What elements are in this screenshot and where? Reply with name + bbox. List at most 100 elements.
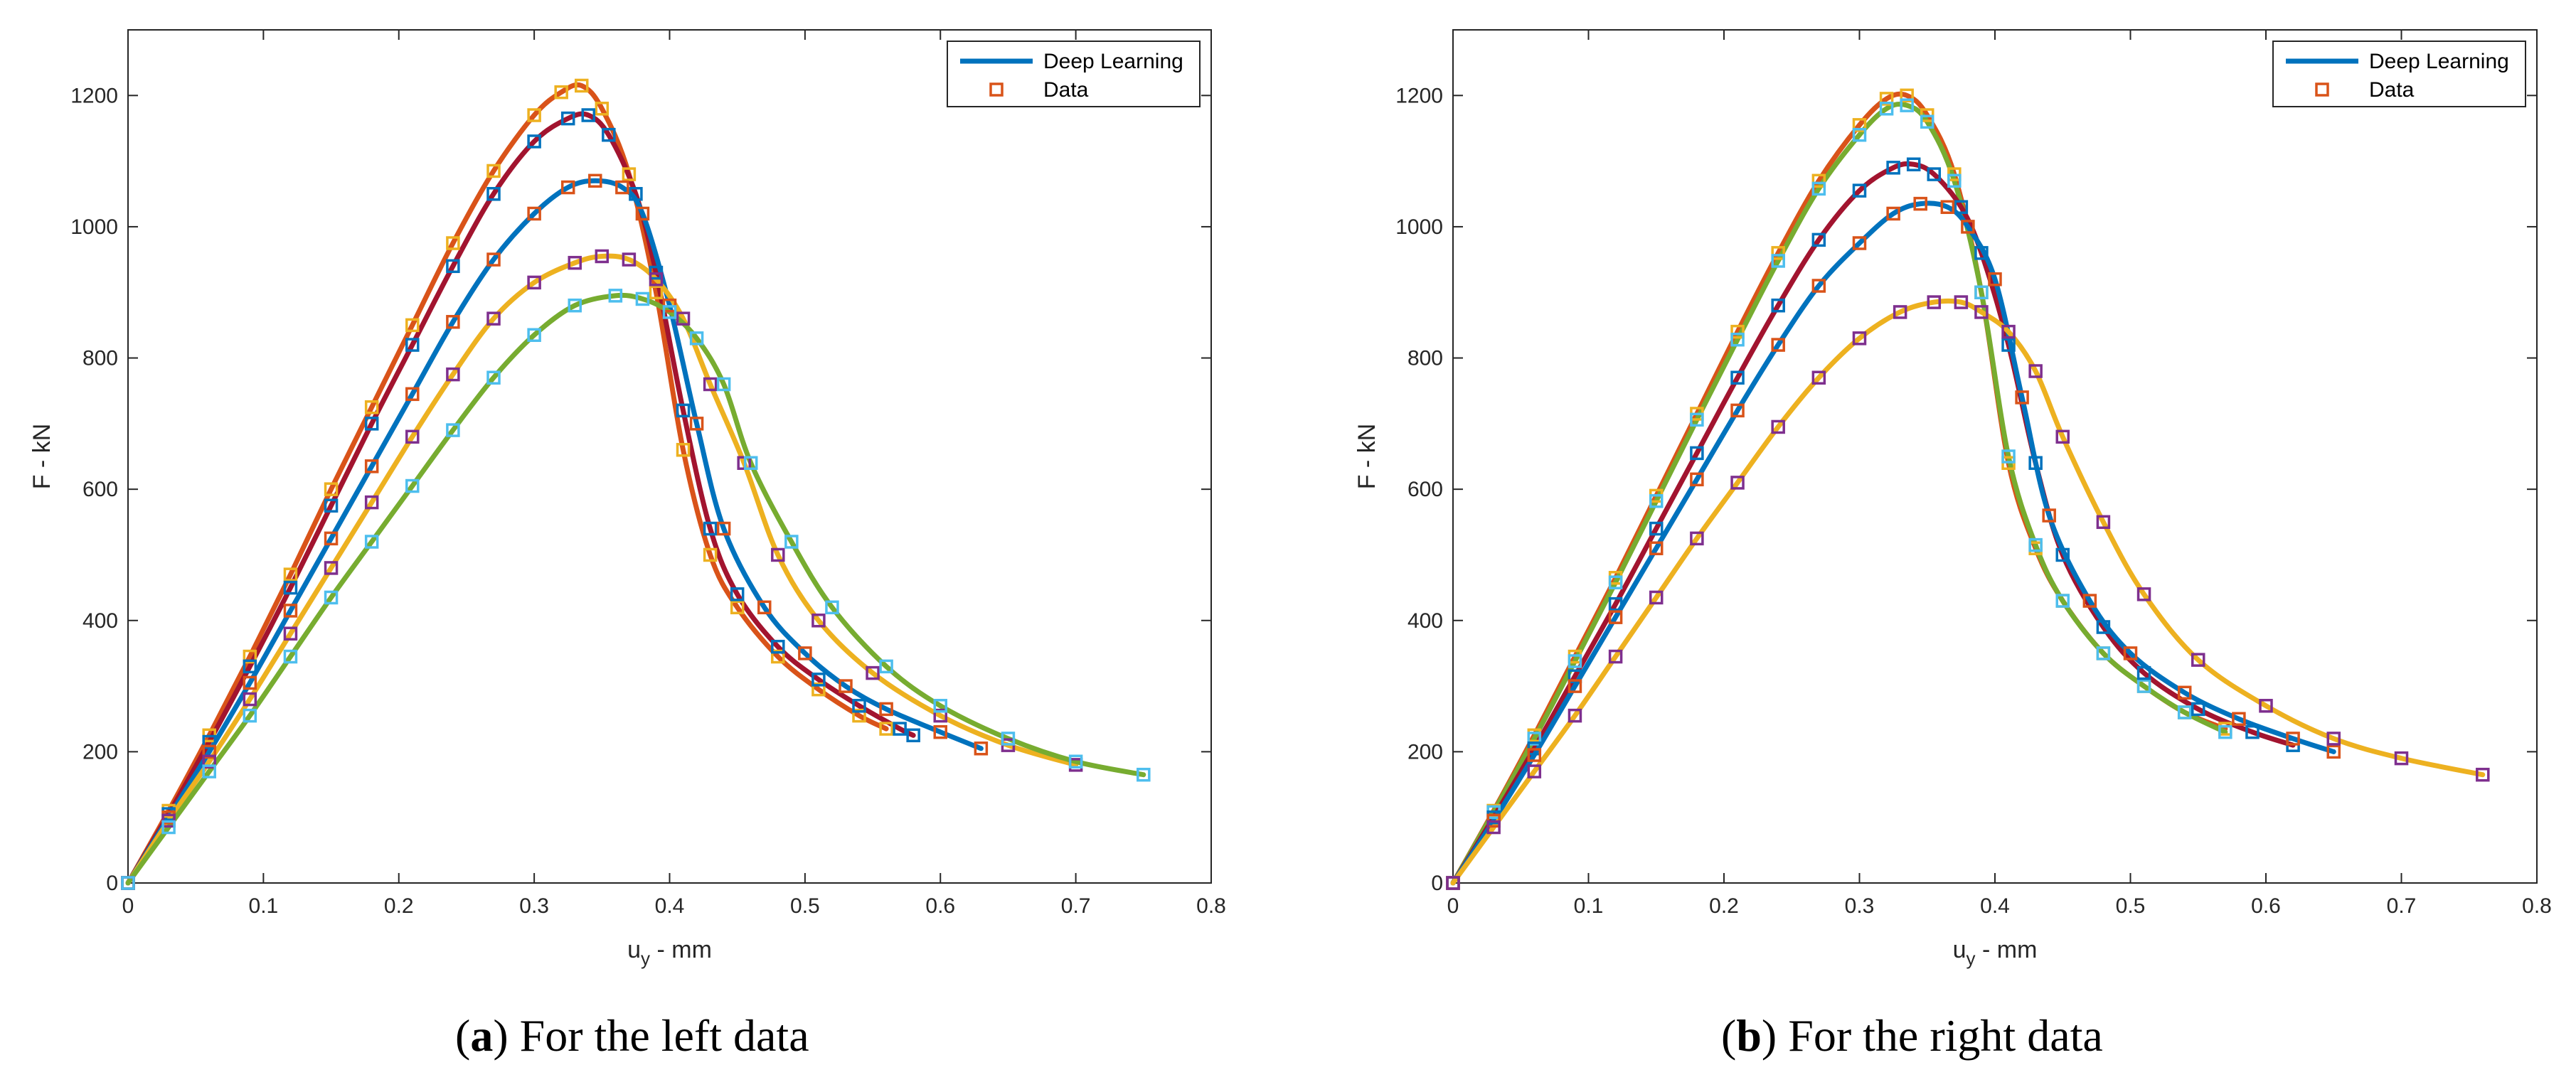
panel-b-data-point-series-4 — [1690, 472, 1704, 487]
panel-b-data-point-series-4 — [1649, 541, 1664, 555]
panel-a-y-tick-label: 1200 — [70, 84, 118, 107]
panel-a-data-point-series-5 — [743, 456, 758, 470]
panel-a-data-point-series-2 — [560, 111, 575, 126]
panel-a-y-tick-label: 800 — [83, 347, 118, 370]
panel-b-data-point-series-5 — [2001, 324, 2016, 339]
panel-a-data-point-series-1 — [283, 567, 298, 582]
panel-b-x-tick-label: 0.4 — [1980, 894, 2010, 918]
panel-b-chart: 0 0.1 0.2 0.3 0.4 0.5 0.6 0.7 0.8 0 200 400 600 800 10… — [1353, 29, 2552, 969]
panel-b-data-point-series-3 — [1690, 446, 1704, 461]
panel-b-data-point-series-5 — [1954, 295, 1969, 309]
panel-a-data-point-series-5 — [121, 876, 135, 890]
panel-a-data-point-series-1 — [446, 236, 460, 250]
panel-a-data-point-series-5 — [324, 590, 339, 605]
panel-a-data-point-series-3 — [364, 459, 379, 473]
panel-b-series-line-5 — [1450, 298, 2486, 886]
panel-a-x-tick-label: 0.7 — [1061, 894, 1091, 918]
panel-b-data-point-series-3 — [1771, 298, 1785, 313]
panel-a-data-point-series-5 — [879, 659, 893, 674]
panel-b-y-tick-label: 200 — [1407, 740, 1443, 764]
panel-a-data-point-series-4 — [649, 272, 664, 287]
panel-a-x-tick-label: 0.5 — [790, 894, 820, 918]
panel-b-data-point-series-2 — [1690, 412, 1704, 427]
panel-b-y-axis-label: F - kN — [1353, 424, 1380, 490]
panel-a-data-point-series-1 — [527, 108, 541, 122]
panel-a-data-point-series-3 — [243, 675, 257, 690]
panel-a-data-point-series-5 — [608, 289, 623, 303]
panel-a-data-point-series-5 — [1001, 732, 1016, 746]
panel-b-x-tick-label: 0.1 — [1574, 894, 1604, 918]
panel-b-data-point-series-3 — [1811, 232, 1826, 247]
panel-a-caption: (a) For the left data — [455, 1010, 809, 1061]
panel-b-data-point-series-5 — [2136, 587, 2151, 601]
panel-b-data-point-series-3 — [1927, 167, 1942, 181]
panel-b-data-point-series-4 — [2232, 712, 2246, 726]
panel-a-data-point-series-4 — [933, 708, 947, 723]
panel-a-data-point-series-1 — [324, 482, 339, 496]
panel-a-data-point-series-1 — [771, 649, 785, 664]
panel-b-data-point-series-5 — [1568, 708, 1582, 723]
panel-b-data-point-series-4 — [1852, 236, 1867, 250]
panel-a-y-tick-label: 1000 — [70, 215, 118, 239]
panel-a-data-point-series-3 — [405, 387, 420, 402]
panel-b-data-point-series-3 — [1568, 669, 1582, 683]
panel-b-data-point-series-5 — [2326, 732, 2341, 746]
panel-b-data-point-series-4 — [2042, 508, 2056, 523]
panel-b-data-point-series-3 — [2055, 547, 2070, 562]
panel-b-data-point-series-5 — [2259, 699, 2273, 713]
panel-a-data-point-series-3 — [446, 315, 460, 329]
panel-a-y-tick-label: 200 — [83, 740, 118, 764]
panel-a-data-point-series-5 — [933, 699, 947, 713]
panel-b-data-point-series-5 — [1974, 305, 1989, 319]
panel-b-label: b — [1736, 1010, 1762, 1061]
panel-a-data-point-series-3 — [689, 417, 704, 431]
panel-a-data-point-series-5 — [405, 478, 420, 493]
panel-a-data-point-series-2 — [527, 134, 541, 149]
panel-b-data-point-series-4 — [1988, 272, 2002, 287]
panel-b-data-point-series-3 — [2191, 702, 2205, 717]
panel-b-series-line-2 — [1450, 101, 2228, 886]
panel-a-data-point-series-5 — [662, 305, 677, 319]
panel-a-data-point-series-1 — [554, 85, 568, 100]
panel-a-data-point-series-5 — [283, 649, 298, 664]
panel-a-data-point-series-5 — [825, 600, 839, 615]
panel-a-data-point-series-3 — [757, 600, 772, 615]
panel-b-data-point-series-3 — [1852, 183, 1867, 198]
panel-a-data-point-series-3 — [839, 679, 853, 693]
panel-a-data-point-series-4 — [324, 561, 339, 575]
panel-b-data-point-series-1 — [1900, 88, 1914, 103]
panel-b-y-tick-label: 0 — [1431, 872, 1443, 895]
panel-b-data-point-series-5 — [1730, 476, 1745, 490]
panel-a-data-point-series-2 — [602, 127, 616, 142]
panel-a-x-tick-label: 0.8 — [1196, 894, 1226, 918]
panel-a-data-point-series-2 — [283, 580, 298, 595]
panel-a-data-point-series-5 — [1068, 754, 1083, 769]
panel-b-data-point-series-5 — [1852, 331, 1867, 346]
panel-a-data-point-series-4 — [527, 275, 541, 290]
panel-b-data-point-series-2 — [1974, 285, 1989, 299]
panel-b-data-point-series-4 — [2123, 646, 2138, 660]
panel-a-data-point-series-2 — [771, 639, 785, 654]
panel-b-data-point-series-3 — [1954, 200, 1969, 214]
panel-a-legend-entry-deep-learning: Deep Learning — [1043, 50, 1183, 73]
panel-a-legend-box — [947, 41, 1201, 107]
panel-b-data-point-series-4 — [2177, 685, 2192, 700]
panel-b-data-point-series-2 — [1900, 98, 1914, 112]
panel-a-x-tick-label: 0.3 — [519, 894, 549, 918]
panel-a-data-point-series-3 — [798, 646, 812, 660]
panel-b-data-point-series-5 — [1527, 764, 1542, 778]
panel-a-data-point-series-3 — [486, 252, 501, 267]
panel-b-data-point-series-2 — [1852, 127, 1867, 142]
panel-a-data-point-series-4 — [243, 692, 257, 707]
panel-a-data-point-series-3 — [716, 521, 731, 536]
panel-b-data-point-series-1 — [1730, 324, 1745, 339]
panel-a-data-point-series-3 — [615, 180, 629, 195]
panel-b-data-point-series-2 — [1730, 332, 1745, 347]
panel-b-x-tick-label: 0.5 — [2116, 894, 2146, 918]
panel-a-x-tick-label: 0.6 — [925, 894, 955, 918]
panel-a-data-point-series-2 — [581, 108, 596, 122]
panel-b-y-tick-label: 600 — [1407, 478, 1443, 501]
panel-b-data-point-series-5 — [2055, 429, 2070, 444]
panel-a-caption-text: For the left data — [519, 1010, 809, 1061]
